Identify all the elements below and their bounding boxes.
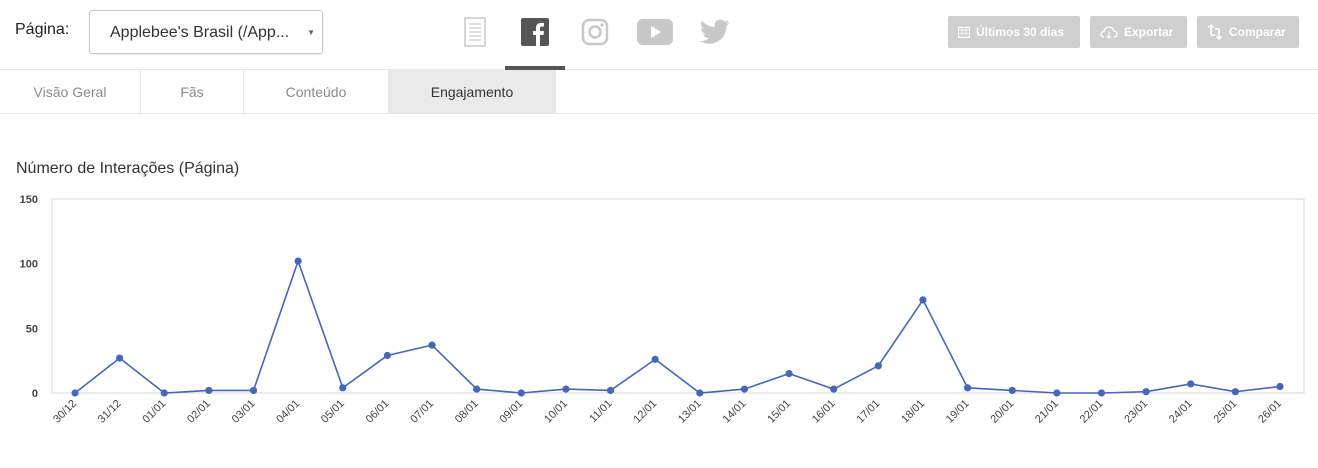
data-point [963, 384, 972, 392]
x-tick-label: 08/01 [453, 398, 481, 426]
x-tick-label: 14/01 [721, 398, 749, 426]
data-point [1276, 382, 1284, 391]
tab-visao-geral[interactable]: Visão Geral [0, 70, 141, 113]
x-tick-label: 15/01 [765, 398, 793, 426]
x-tick-label: 02/01 [185, 398, 213, 426]
x-tick-label: 04/01 [274, 398, 302, 426]
x-tick-label: 10/01 [542, 398, 570, 426]
x-tick-label: 03/01 [230, 398, 258, 426]
x-tick-label: 11/01 [587, 398, 614, 425]
date-range-label: Últimos 30 dias [976, 25, 1065, 39]
compare-label: Comparar [1229, 25, 1286, 39]
data-point [205, 386, 213, 395]
y-tick-label: 50 [26, 323, 38, 335]
y-tick-label: 100 [20, 259, 38, 271]
data-point [383, 351, 392, 360]
x-tick-label: 18/01 [899, 398, 927, 426]
data-point [160, 389, 168, 397]
data-point [1142, 388, 1150, 396]
x-tick-label: 24/01 [1167, 398, 1195, 426]
tab-label: Fãs [180, 83, 204, 100]
x-tick-label: 17/01 [855, 398, 883, 426]
data-point [428, 341, 436, 349]
chevron-down-icon: ▼ [307, 28, 315, 37]
x-tick-label: 22/01 [1078, 398, 1106, 426]
x-tick-label: 26/01 [1256, 398, 1284, 426]
tab-label: Engajamento [430, 83, 514, 100]
data-point [874, 362, 882, 370]
x-tick-label: 13/01 [676, 398, 704, 426]
x-tick-label: 01/01 [140, 398, 168, 426]
x-tick-label: 31/12 [96, 398, 124, 426]
data-point [740, 385, 749, 393]
data-point [116, 354, 124, 362]
tab-conteudo[interactable]: Conteúdo [244, 70, 389, 113]
page-select[interactable]: Applebee's Brasil (/App... ▼ [89, 10, 323, 54]
y-tick-label: 150 [20, 194, 38, 206]
data-point [1187, 380, 1195, 388]
data-point [919, 296, 927, 304]
x-tick-label: 09/01 [497, 398, 525, 426]
data-point [1053, 389, 1061, 397]
data-point [473, 385, 481, 393]
instagram-icon[interactable] [576, 14, 614, 50]
data-point [651, 355, 659, 363]
export-button[interactable]: Exportar [1090, 16, 1187, 48]
tab-label: Visão Geral [33, 83, 107, 100]
social-active-indicator [505, 66, 565, 70]
top-bar: Página: Applebee's Brasil (/App... ▼ [0, 0, 1318, 70]
tab-fas[interactable]: Fãs [141, 70, 244, 113]
export-label: Exportar [1124, 25, 1174, 39]
x-tick-label: 19/01 [944, 398, 972, 426]
data-point [1008, 386, 1016, 395]
page-select-value: Applebee's Brasil (/App... [110, 24, 290, 41]
tab-bar: Visão Geral Fãs Conteúdo Engajamento [0, 70, 1318, 114]
x-tick-label: 25/01 [1212, 398, 1240, 426]
data-point [562, 385, 570, 393]
data-point [696, 389, 704, 397]
data-point [1231, 388, 1239, 396]
tab-label: Conteúdo [285, 83, 347, 100]
interactions-line-chart: 0 50 100 150 30/12 31/12 01/01 02/01 03/01 04/01 0… [20, 194, 1305, 426]
compare-button[interactable]: Comparar [1197, 16, 1299, 48]
chart-title: Número de Interações (Página) [16, 160, 240, 177]
data-point [830, 385, 838, 393]
plot-area [51, 198, 1305, 394]
data-point [785, 370, 793, 378]
date-range-button[interactable]: Últimos 30 dias [948, 16, 1080, 48]
x-tick-label: 06/01 [364, 398, 392, 426]
data-point [1097, 389, 1106, 397]
twitter-icon[interactable] [696, 14, 734, 50]
x-tick-label: 20/01 [988, 398, 1016, 426]
series-line [74, 258, 1281, 394]
data-point [606, 386, 615, 395]
facebook-icon[interactable] [516, 14, 554, 50]
x-tick-label: 21/01 [1033, 398, 1061, 426]
x-tick-label: 23/01 [1122, 398, 1150, 426]
tab-engajamento[interactable]: Engajamento [389, 70, 556, 113]
x-tick-label: 16/01 [810, 398, 838, 426]
cloud-download-icon [1100, 25, 1118, 39]
data-point [517, 389, 525, 397]
data-point [249, 386, 258, 395]
compare-icon [1207, 24, 1223, 40]
data-point [339, 384, 347, 392]
x-tick-label: 05/01 [319, 398, 347, 426]
page-label: Página: [15, 21, 70, 38]
data-point [294, 257, 302, 265]
report-icon[interactable] [456, 14, 494, 50]
x-tick-label: 30/12 [51, 398, 79, 426]
data-point [71, 389, 79, 397]
calendar-icon [958, 26, 970, 38]
x-tick-label: 07/01 [408, 398, 436, 426]
y-tick-label: 0 [32, 388, 38, 400]
x-tick-label: 12/01 [631, 398, 659, 426]
youtube-icon[interactable] [636, 14, 674, 50]
